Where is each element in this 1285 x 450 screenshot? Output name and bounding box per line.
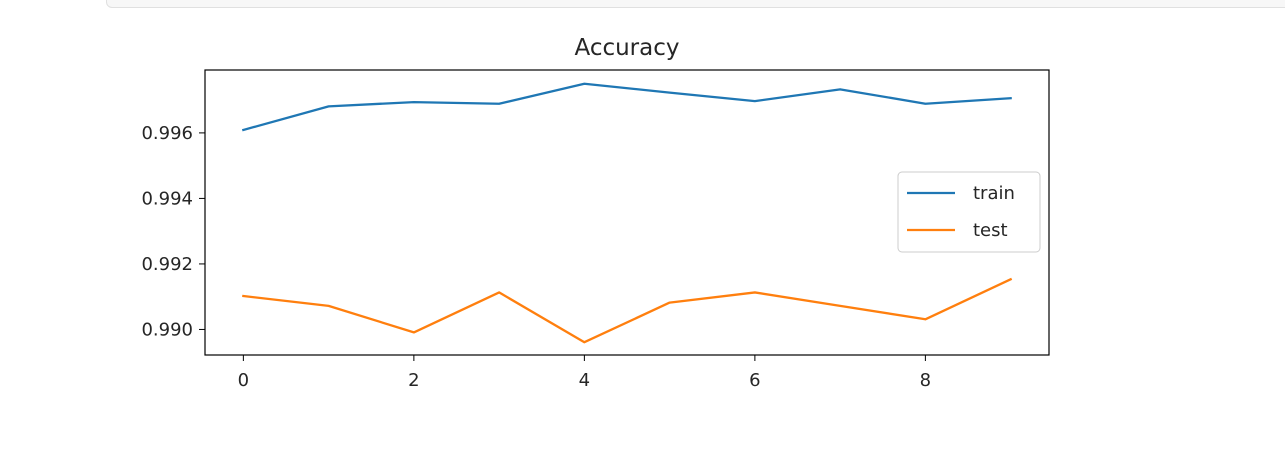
y-tick-label: 0.990 xyxy=(141,319,193,340)
x-axis: 0 2 4 6 8 xyxy=(238,355,931,391)
series-layer xyxy=(241,82,1013,344)
chart-title: Accuracy xyxy=(574,35,679,61)
plot-frame xyxy=(204,69,1050,356)
x-tick-label: 0 xyxy=(238,370,249,391)
y-tick-label: 0.994 xyxy=(141,188,193,209)
y-tick-label: 0.996 xyxy=(141,123,193,144)
x-tick-label: 8 xyxy=(920,370,931,391)
series-line-test xyxy=(242,277,1013,344)
legend-box xyxy=(897,171,1041,253)
x-tick-label: 2 xyxy=(408,370,419,391)
legend-label-test: test xyxy=(973,220,1008,241)
x-tick-label: 6 xyxy=(749,370,760,391)
x-tick-label: 4 xyxy=(579,370,590,391)
legend: train test xyxy=(897,171,1041,253)
cell-border xyxy=(106,0,1285,8)
legend-label-train: train xyxy=(973,183,1015,204)
y-axis: 0.990 0.992 0.994 0.996 xyxy=(141,123,205,340)
y-tick-label: 0.992 xyxy=(141,254,193,275)
series-line-train xyxy=(241,82,1012,132)
